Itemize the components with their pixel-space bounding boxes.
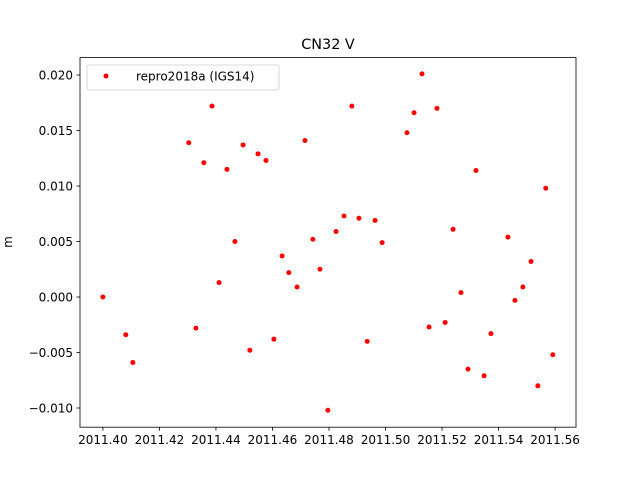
y-tick-label: 0.020 [39,68,73,82]
data-point [232,239,238,245]
y-tick-label: 0.005 [39,235,73,249]
data-point [520,284,526,290]
data-point [512,297,518,303]
data-point [426,324,432,330]
chart-title: CN32 V [301,37,355,53]
data-point [333,229,339,235]
data-point [528,258,534,264]
data-point [505,234,511,240]
data-point [419,71,425,77]
x-tick-label: 2011.52 [417,433,467,447]
data-point [450,226,456,232]
data-point [286,270,292,276]
y-tick-label: 0.015 [39,124,73,138]
data-point [543,185,549,191]
data-point [255,151,261,157]
data-point [193,325,199,331]
data-point [201,160,207,166]
data-points [100,71,556,413]
data-point [263,157,269,163]
data-point [302,138,308,144]
y-tick-label: 0.000 [39,290,73,304]
x-tick-label: 2011.46 [248,433,298,447]
y-axis-ticks: −0.010 −0.005 0.000 0.005 0.010 0.015 0.020 [29,68,80,415]
x-tick-label: 2011.48 [304,433,354,447]
data-point [379,240,385,246]
data-point [216,280,222,286]
data-point [247,347,253,353]
data-point [411,110,417,116]
x-axis-ticks: 2011.40 2011.42 2011.44 2011.46 2011.48 2011.… [78,427,580,447]
data-point [100,294,106,300]
legend-marker [103,73,109,79]
data-point [224,166,230,172]
plot-frame [79,57,577,428]
data-point [473,167,479,173]
data-point [317,266,323,272]
data-point [209,103,215,109]
data-point [442,320,448,326]
data-point [310,236,316,242]
data-point [458,290,464,296]
x-tick-label: 2011.56 [530,433,580,447]
x-tick-label: 2011.40 [78,433,128,447]
data-point [240,142,246,148]
data-point [535,383,541,389]
data-point [271,336,277,342]
legend-label: repro2018a (IGS14) [136,70,254,84]
x-tick-label: 2011.44 [191,433,241,447]
data-point [404,130,410,136]
data-point [481,373,487,379]
y-tick-label: 0.010 [39,179,73,193]
data-point [349,103,355,109]
data-point [341,213,347,219]
data-point [364,338,370,344]
x-tick-label: 2011.54 [474,433,524,447]
data-point [356,215,362,221]
data-point [488,331,494,337]
data-point [434,105,440,111]
y-tick-label: −0.010 [29,401,73,415]
data-point [186,140,192,146]
data-point [372,217,378,223]
data-point [550,352,556,358]
data-point [294,284,300,290]
data-point [325,407,331,413]
y-axis-label: m [1,236,15,248]
y-tick-label: −0.005 [29,346,73,360]
data-point [130,359,136,365]
data-point [123,332,129,338]
data-point [279,253,285,259]
x-tick-label: 2011.50 [361,433,411,447]
data-point [465,366,471,372]
x-tick-label: 2011.42 [135,433,185,447]
legend: repro2018a (IGS14) [86,64,280,91]
